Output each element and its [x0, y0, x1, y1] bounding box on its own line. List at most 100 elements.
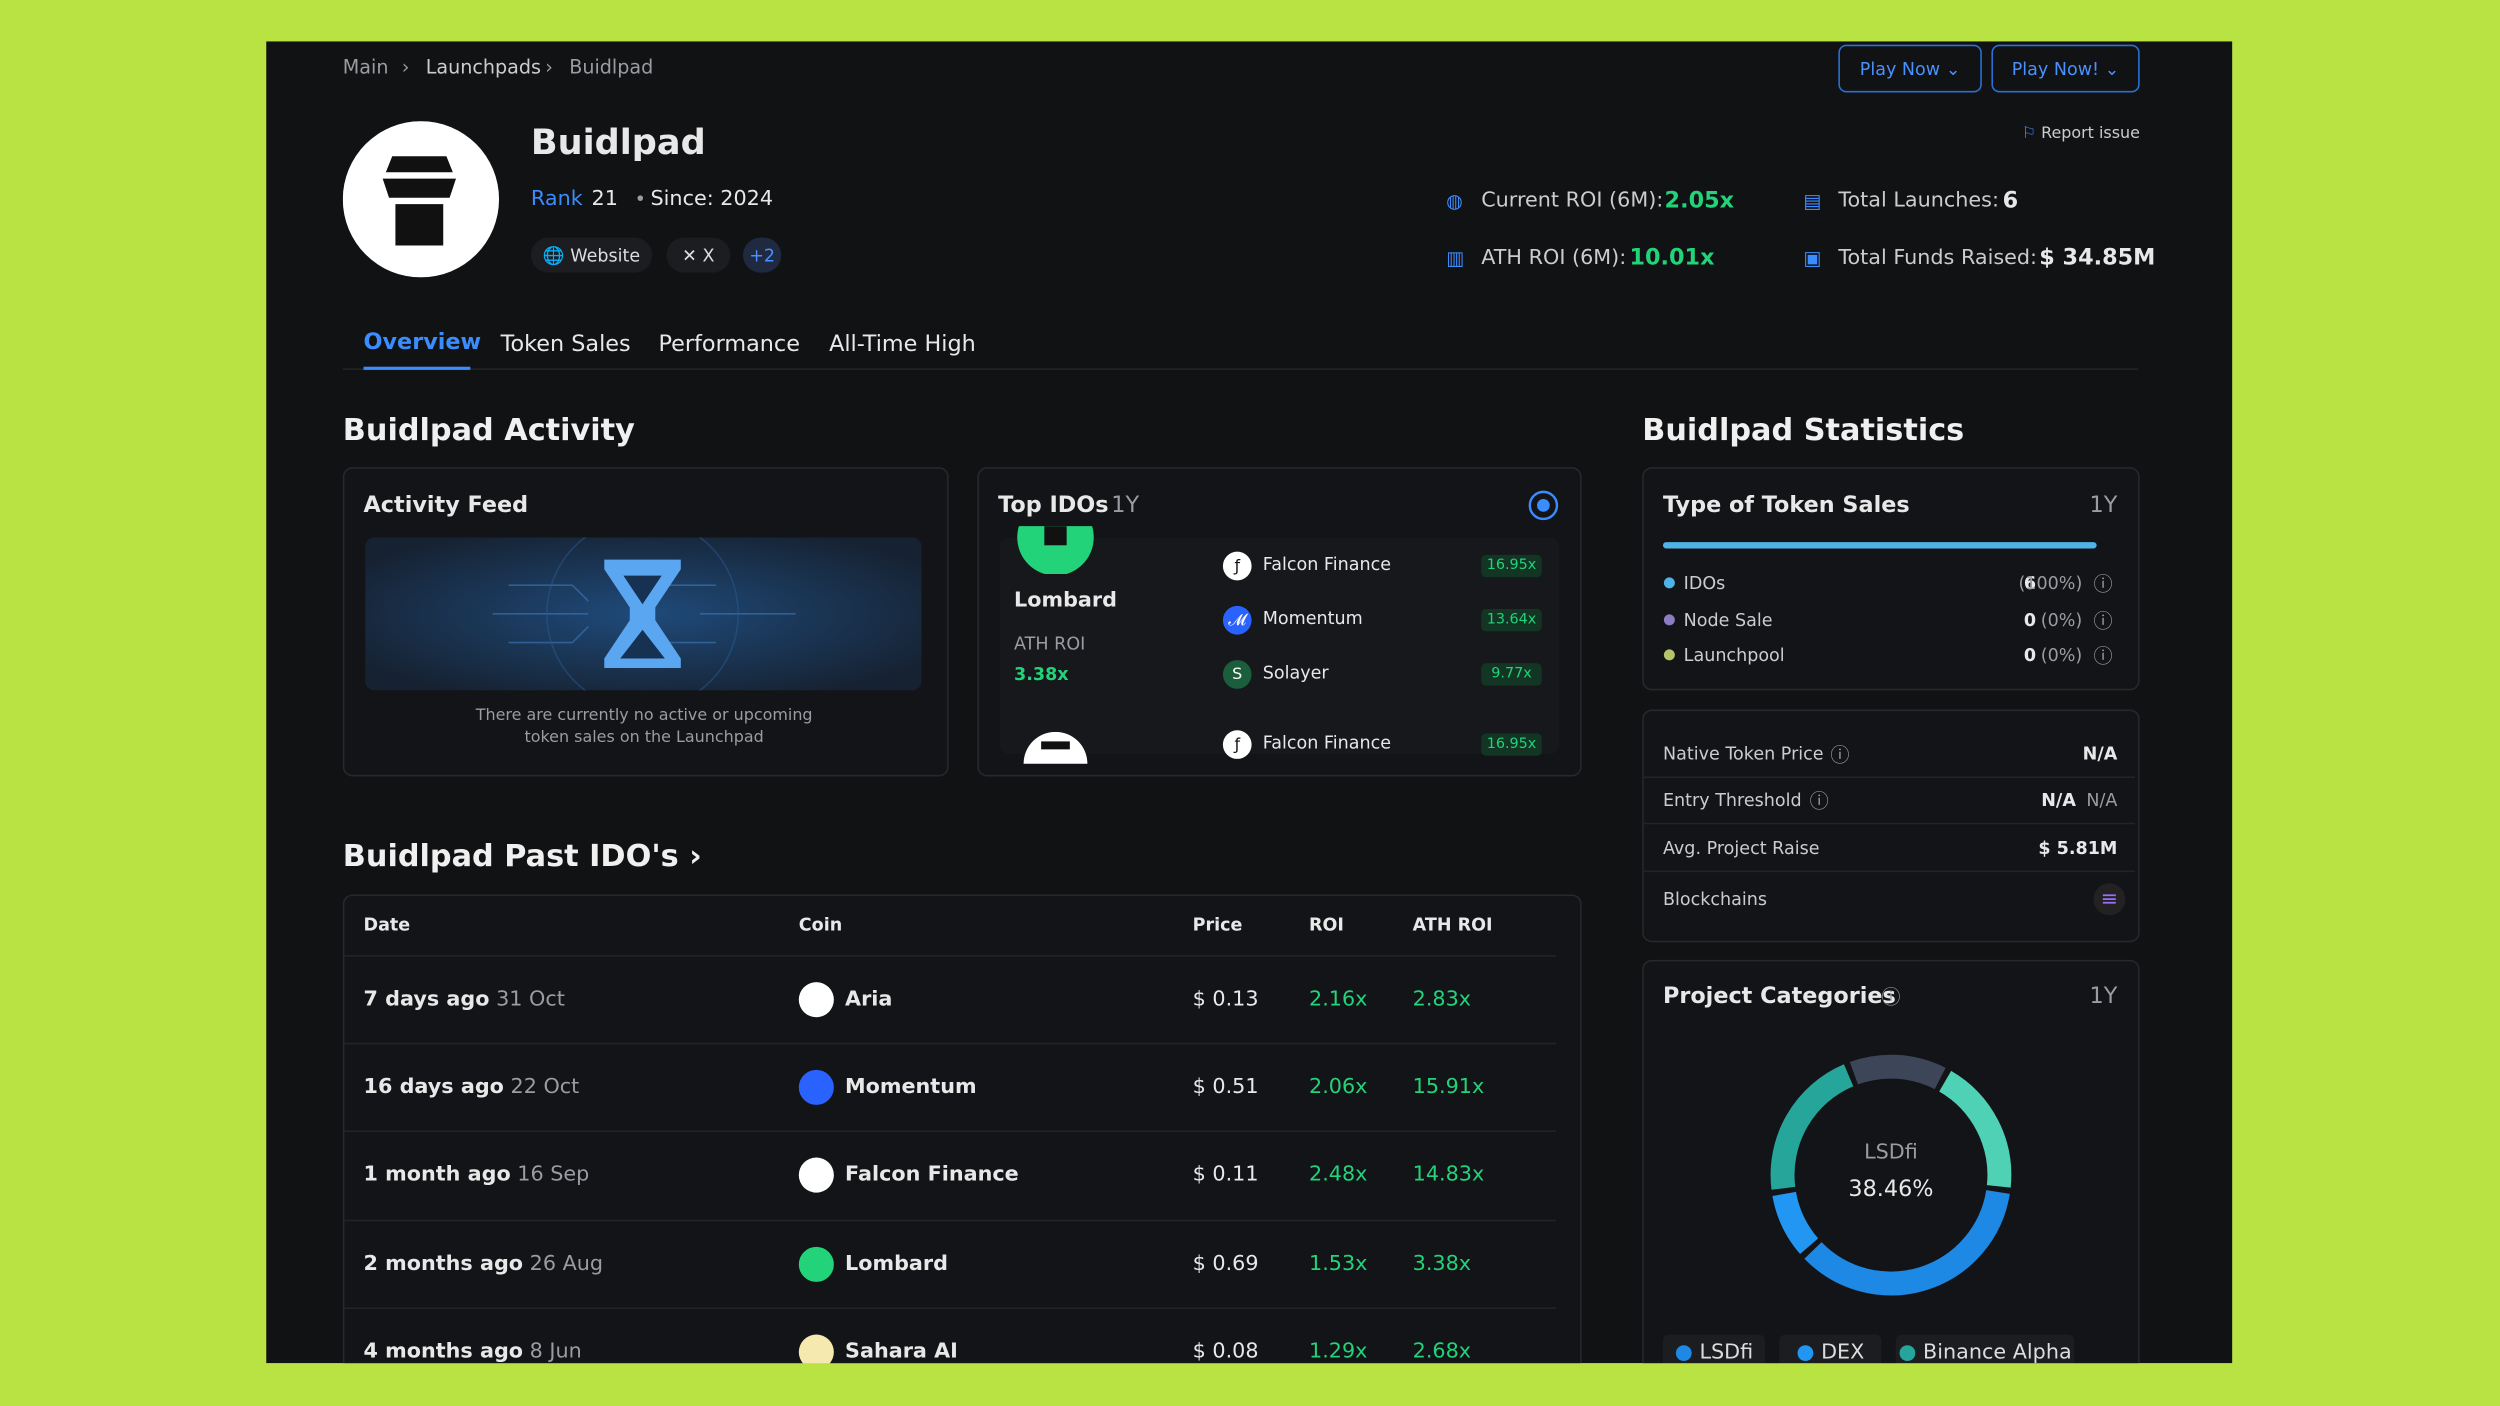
chain-icon: ≡	[2093, 883, 2126, 916]
button[interactable]: Play Now ⌄	[1838, 44, 1982, 93]
button[interactable]: Play Now! ⌄	[1991, 44, 2140, 93]
center-value: 38.46%	[1848, 1176, 1934, 1203]
roi-badge: 16.95x	[1481, 733, 1542, 756]
legend-label: LSDfi	[1699, 1340, 1754, 1365]
row-separator	[1643, 870, 2135, 873]
bottom-frame	[0, 1363, 2500, 1406]
center-name: LSDfi	[1864, 1140, 1918, 1165]
separator: ›	[401, 55, 410, 79]
project-name: Buidlpad	[530, 123, 706, 164]
more-links[interactable]: +2	[742, 237, 782, 273]
breadcrumb: Buidlpad	[569, 55, 654, 79]
column-header: Coin	[798, 914, 843, 936]
dot: •	[634, 188, 646, 211]
column-header: Date	[363, 914, 411, 936]
empty-text: There are currently no active or upcomin…	[475, 707, 813, 725]
roi-badge: 9.77x	[1481, 663, 1542, 686]
roi: 2.48x	[1309, 1163, 1368, 1188]
section-title[interactable]: Buidlpad Past IDO's ›	[342, 838, 702, 874]
coin-name: Falcon Finance	[1262, 554, 1392, 575]
table-card	[342, 894, 1582, 1376]
stat-value: 6	[2002, 188, 2019, 214]
coin-icon: ƒ	[1222, 551, 1252, 581]
link[interactable]: 🌐 Website	[530, 237, 653, 273]
info-icon: ⓘ	[1830, 743, 1850, 767]
info-label: Avg. Project Raise	[1662, 837, 1820, 859]
type-count: 6	[2023, 573, 2037, 594]
date-label: 8 Jun	[529, 1339, 582, 1364]
row-separator	[1643, 822, 2135, 825]
separator: ›	[545, 55, 553, 79]
tab[interactable]: Performance	[658, 331, 800, 358]
info-icon[interactable]: ⓘ	[1881, 986, 1901, 1009]
icon: ▥	[1446, 247, 1465, 270]
donut-segment	[1772, 1191, 1819, 1255]
coin-icon	[798, 1070, 834, 1106]
link-label: Website	[570, 244, 641, 266]
info-value: N/A	[2041, 790, 2076, 811]
donut-segment	[1849, 1054, 1946, 1090]
link[interactable]: ✕ X	[666, 237, 731, 273]
stat-label: Total Funds Raised:	[1838, 246, 2038, 271]
coin-icon	[1023, 731, 1088, 764]
tab[interactable]: Token Sales	[500, 331, 631, 358]
relative-date: 1 month ago	[363, 1163, 511, 1188]
title-text: Buidlpad Past IDO's	[342, 838, 679, 874]
coin-icon: 𝓜	[1222, 605, 1252, 635]
list-bg	[999, 537, 1560, 755]
coin-name: Solayer	[1262, 662, 1329, 684]
more-label: +2	[749, 244, 776, 266]
type-pct: (0%)	[2040, 609, 2083, 630]
coin-name: Lombard	[845, 1251, 948, 1276]
ath-roi: 2.83x	[1412, 987, 1472, 1012]
date-label: 26 Aug	[529, 1251, 604, 1276]
price: $ 0.13	[1192, 987, 1259, 1012]
stat-value: $ 34.85M	[2039, 245, 2156, 272]
breadcrumb[interactable]: Launchpads	[425, 55, 541, 79]
roi: 2.16x	[1309, 987, 1368, 1012]
stat-label: Current ROI (6M):	[1481, 188, 1664, 213]
icon: ▤	[1803, 189, 1822, 213]
row-separator	[344, 1307, 1557, 1309]
empty-text: token sales on the Launchpad	[524, 729, 764, 747]
period: 1Y	[1111, 492, 1140, 519]
date-label: 31 Oct	[496, 987, 565, 1012]
info-value: N/A	[2082, 743, 2118, 765]
coin-icon: ƒ	[1222, 730, 1252, 759]
toggle[interactable]	[1527, 489, 1559, 521]
ath-roi: 15.91x	[1412, 1075, 1485, 1100]
row-separator	[344, 1131, 1557, 1133]
relative-date: 2 months ago	[363, 1251, 524, 1276]
report-link[interactable]: ⚐ Report issue	[2021, 125, 2140, 143]
button-label: Play Now	[1859, 58, 1941, 79]
dot: ●	[1662, 647, 1676, 664]
period: 1Y	[2089, 492, 2118, 519]
column-header: ROI	[1309, 914, 1344, 936]
dot: ●	[1662, 611, 1676, 628]
featured-name: Lombard	[1014, 589, 1117, 614]
coin-name: Aria	[845, 987, 893, 1012]
categories-card	[1642, 959, 2140, 1394]
donut-segment	[1770, 1064, 1854, 1190]
info-label: Native Token Price	[1662, 743, 1824, 765]
column-header: ATH ROI	[1412, 914, 1493, 936]
row-separator	[344, 1219, 1557, 1221]
card-title: Type of Token Sales	[1662, 492, 1910, 519]
date: 7 days ago 31 Oct	[364, 988, 565, 1012]
tab[interactable]: All-Time High	[829, 331, 976, 358]
section-title: Buidlpad Statistics	[1642, 412, 1965, 449]
tab-active[interactable]: Overview	[363, 330, 482, 356]
stat-label: Total Launches:	[1838, 188, 1999, 213]
roi: 1.53x	[1309, 1251, 1368, 1276]
price: $ 0.11	[1192, 1163, 1259, 1188]
breadcrumb[interactable]: Main	[342, 55, 389, 79]
price: $ 0.51	[1192, 1075, 1259, 1100]
info-extra: N/A	[2086, 790, 2118, 811]
type-count: 0	[2023, 609, 2037, 630]
info-value: $ 5.81M	[2038, 837, 2118, 859]
icon: ◍	[1446, 189, 1463, 213]
period: 1Y	[2089, 983, 2118, 1010]
card-title: Activity Feed	[363, 492, 529, 519]
type-name: Launchpool	[1683, 644, 1785, 666]
legend-label: Binance Alpha	[1923, 1340, 2072, 1365]
